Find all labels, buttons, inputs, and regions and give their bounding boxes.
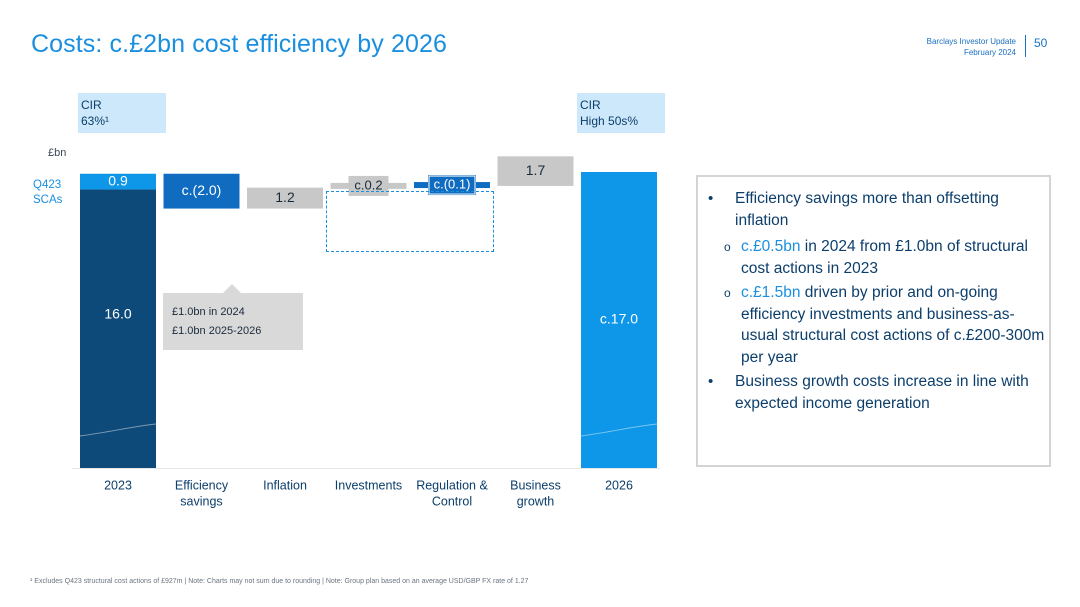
cir-2023-value: 63%¹ [81,114,110,128]
data-label-Regulation & Control: c.(0.1) [434,176,471,191]
category-label-4-0: Regulation & [416,478,488,492]
callout-line1: £1.0bn in 2024 [172,306,245,318]
data-label-bg-Investments [348,175,389,196]
bar-Inflation [247,187,323,209]
bullet-business-growth: Business growth costs increase in line w… [708,371,1048,414]
highlight-15bn: c.£1.5bn [741,284,801,301]
cir-2026-box: CIR High 50s% [577,93,665,133]
bar-2023-segment-1 [80,173,156,190]
sub-bullet-2024: o c.£0.5bn in 2024 from £1.0bn of structu… [724,238,1028,277]
cir-2026-value: High 50s% [580,114,639,128]
efficiency-callout: £1.0bn in 2024 £1.0bn 2025-2026 [163,293,303,350]
cir-2023-box: CIR 63%¹ [78,93,166,133]
page-title: Costs: c.£2bn cost efficiency by 2026 [31,30,447,58]
data-label-2026-0: c.17.0 [600,311,638,327]
data-label-border-Regulation & Control [428,175,476,195]
q423-label-line1: Q423 [33,179,62,191]
investment-regulation-group-box [326,191,494,252]
bar-2026-segment-0 [581,172,657,468]
category-label-5-1: growth [517,494,555,508]
category-label-3-0: Investments [335,478,402,492]
bar-swoosh-2026 [580,423,658,437]
callout-line2: £1.0bn 2025-2026 [172,325,262,337]
data-label-2023-1: 0.9 [108,172,128,188]
bar-swoosh-2023 [79,423,157,437]
report-name: Barclays Investor Update [926,37,1016,46]
bar-Business growth [497,156,574,186]
report-info: Barclays Investor Update February 2024 [927,36,1016,58]
page-number: 50 [1034,36,1048,50]
data-label-Inflation: 1.2 [275,189,295,205]
bullet-efficiency: Efficiency savings more than offsetting … [708,188,1048,231]
footnote: ¹ Excludes Q423 structural cost actions … [30,578,529,585]
cir-2023-label: CIR [81,98,102,112]
category-label-1-0: Efficiency [175,478,229,492]
q423-label-line2: SCAs [33,194,63,206]
commentary-panel [696,175,1051,467]
cir-2026-label: CIR [580,98,601,112]
header-divider [1025,35,1026,57]
category-label-0-0: 2023 [104,478,132,492]
commentary-bullets: Efficiency savings more than offsetting … [708,188,1048,414]
report-date: February 2024 [963,48,1016,57]
bar-Efficiency savings [163,173,240,209]
category-label-5-0: Business [510,478,561,492]
sub-bullet-2025-2026: o c.£1.5bn driven by prior and on-going e… [724,284,1045,366]
data-label-Investments: c.0.2 [354,177,382,192]
bar-2023-segment-0 [80,189,156,469]
category-label-1-1: savings [180,494,222,508]
highlight-05bn: c.£0.5bn [741,238,801,255]
data-label-bg-Regulation & Control [428,175,476,196]
q423-scas-label: Q423 SCAs [33,178,62,208]
waterfall-chart: 16.0 0.9 2023 c.(2.0) Efficiency savings 1.2 In… [72,156,660,508]
unit-label: £bn [48,147,67,159]
data-label-Efficiency savings: c.(2.0) [182,182,222,198]
category-label-2-0: Inflation [263,478,307,492]
data-label-2023-0: 16.0 [104,305,131,321]
category-label-4-1: Control [432,494,472,508]
callout-pointer [222,284,242,294]
category-label-6-0: 2026 [605,478,633,492]
data-label-Business growth: 1.7 [526,162,546,178]
